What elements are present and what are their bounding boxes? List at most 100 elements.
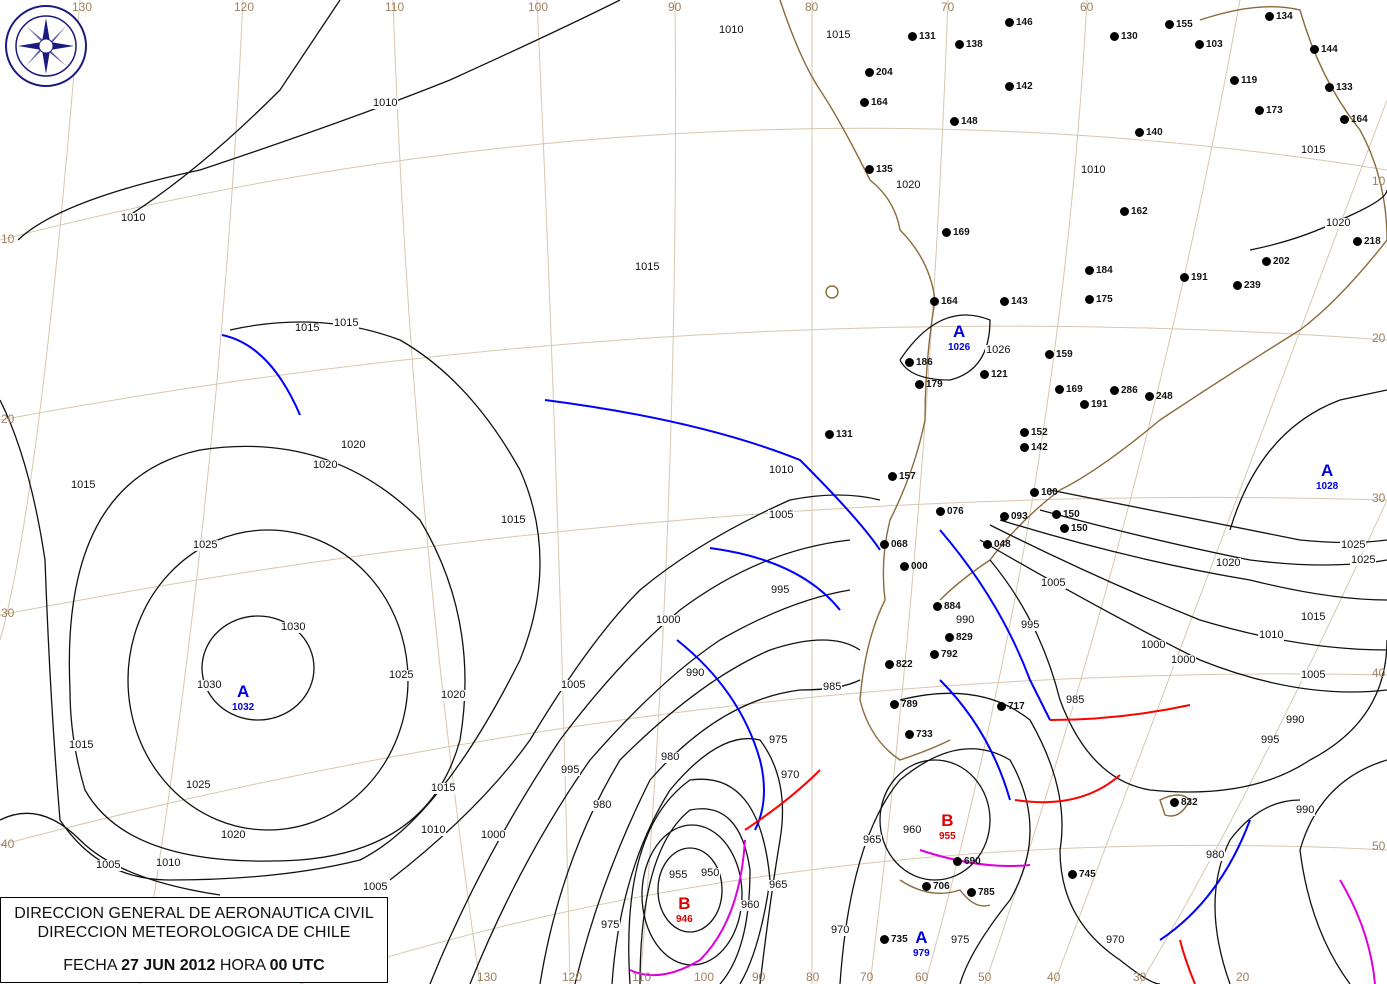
station-circle-icon <box>1353 237 1362 247</box>
station-pressure: 157 <box>899 471 916 482</box>
station-circle-icon <box>1085 295 1094 305</box>
longitude-label: 100 <box>694 970 715 984</box>
isobar-label: 1015 <box>333 317 360 329</box>
station-pressure: 179 <box>926 379 943 390</box>
station-circle-icon <box>900 562 909 572</box>
station-circle-icon <box>1110 32 1119 42</box>
station-pressure: 119 <box>1241 75 1258 86</box>
longitude-label: 60 <box>1080 0 1094 14</box>
station-plot: 121 <box>980 370 1008 380</box>
station-plot: 135 <box>865 165 893 175</box>
isobar-label: 1010 <box>120 212 147 224</box>
latitude-label: 20 <box>1 412 15 426</box>
isobar-label: 985 <box>822 681 843 693</box>
isobar-label: 1000 <box>1140 639 1167 651</box>
station-circle-icon <box>980 370 989 380</box>
isobar-label: 1025 <box>388 669 415 681</box>
station-plot: 884 <box>933 602 961 612</box>
station-pressure: 164 <box>871 97 888 108</box>
station-plot: 142 <box>1005 82 1033 92</box>
station-plot: 717 <box>997 701 1025 712</box>
longitude-label: 110 <box>385 0 405 14</box>
station-circle-icon <box>1052 510 1061 520</box>
station-pressure: 131 <box>836 429 853 440</box>
high-pressure-center: A 1026 <box>948 322 971 353</box>
isobar-label: 1015 <box>1300 611 1327 623</box>
station-plot: 204 <box>865 68 893 78</box>
isobar-label: 965 <box>862 834 883 846</box>
isobar-label: 1010 <box>1080 164 1107 176</box>
station-plot: 119 <box>1230 75 1258 86</box>
station-plot: 789 <box>890 700 918 710</box>
station-pressure: 173 <box>1266 105 1283 116</box>
station-pressure: 286 <box>1121 385 1138 396</box>
station-plot: 160 <box>1030 488 1058 498</box>
latitude-label: 40 <box>1 837 15 851</box>
station-circle-icon <box>1110 386 1119 396</box>
latitude-label: 50 <box>1372 839 1386 853</box>
longitude-label: 110 <box>632 970 652 984</box>
station-plot: 048 <box>983 540 1011 550</box>
station-pressure: 733 <box>916 729 933 740</box>
isobar-label: 1005 <box>560 679 587 691</box>
isobar-label: 990 <box>955 614 976 626</box>
station-pressure: 134 <box>1276 11 1293 22</box>
low-pressure-center: B 946 <box>676 894 693 925</box>
station-plot: 191 <box>1080 400 1108 410</box>
longitude-label: 90 <box>668 0 682 14</box>
station-pressure: 131 <box>919 31 936 42</box>
isobar-label: 1005 <box>1040 577 1067 589</box>
station-circle-icon <box>908 32 917 42</box>
station-circle-icon <box>880 540 889 550</box>
station-plot: 248 <box>1145 392 1173 402</box>
station-circle-icon <box>1265 12 1274 22</box>
station-pressure: 717 <box>1008 701 1025 712</box>
station-circle-icon <box>1000 297 1009 307</box>
station-plot: 690 <box>953 856 981 867</box>
isobar-label: 960 <box>740 899 761 911</box>
date-value: 27 JUN 2012 <box>121 957 216 974</box>
station-plot: 130 <box>1110 32 1138 42</box>
longitude-label: 30 <box>1133 970 1147 984</box>
station-circle-icon <box>1195 40 1204 50</box>
isobar-label: 965 <box>768 879 789 891</box>
station-plot: 184 <box>1085 266 1113 276</box>
caption-line-2: DIRECCION METEOROLOGICA DE CHILE <box>37 924 351 941</box>
longitude-label: 50 <box>978 970 992 984</box>
dmc-logo <box>4 4 88 88</box>
station-plot: 733 <box>905 729 933 740</box>
station-plot: 286 <box>1110 385 1138 396</box>
station-plot: 164 <box>1340 115 1368 125</box>
station-plot: 157 <box>888 471 916 482</box>
station-pressure: 690 <box>964 856 981 867</box>
station-circle-icon <box>936 507 945 517</box>
station-circle-icon <box>905 358 914 368</box>
station-plot: 191 <box>1180 272 1208 283</box>
station-circle-icon <box>955 40 964 50</box>
station-pressure: 191 <box>1191 272 1208 283</box>
isobar-label: 1010 <box>768 464 795 476</box>
station-plot: 706 <box>922 882 950 892</box>
station-plot: 175 <box>1085 295 1113 305</box>
isobar-label: 1030 <box>196 679 223 691</box>
station-circle-icon <box>1340 115 1349 125</box>
station-pressure: 832 <box>1181 797 1198 808</box>
station-circle-icon <box>1005 82 1014 92</box>
station-circle-icon <box>865 68 874 78</box>
station-pressure: 164 <box>941 296 958 307</box>
station-circle-icon <box>890 700 899 710</box>
station-pressure: 745 <box>1079 869 1096 880</box>
isobar-label: 1015 <box>430 782 457 794</box>
station-circle-icon <box>967 888 976 898</box>
longitude-label: 130 <box>72 0 93 14</box>
isobar-label: 1015 <box>500 514 527 526</box>
isobar-label: 995 <box>1260 734 1281 746</box>
time-value: 00 UTC <box>269 957 325 974</box>
station-pressure: 093 <box>1011 511 1028 522</box>
station-circle-icon <box>1030 488 1039 498</box>
isobar-label: 985 <box>1065 694 1086 706</box>
station-circle-icon <box>1060 524 1069 534</box>
